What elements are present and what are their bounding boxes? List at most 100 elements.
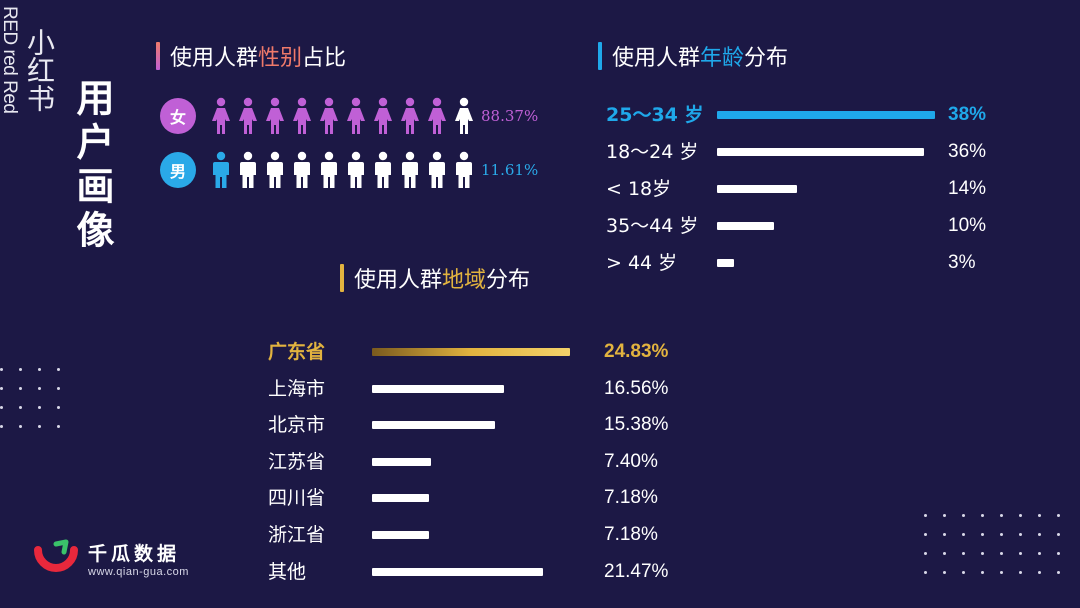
decorative-dot bbox=[19, 368, 22, 371]
bar bbox=[372, 421, 495, 430]
gender-row-female: 女 88.37% bbox=[160, 95, 538, 137]
decorative-dot bbox=[1038, 514, 1041, 517]
bar-category-label: 18～24 岁 bbox=[606, 141, 699, 163]
decorative-dot bbox=[19, 387, 22, 390]
page-title: 用户画像 bbox=[70, 78, 114, 254]
bar-category-label: 广东省 bbox=[268, 341, 326, 363]
bar-value-label: 3% bbox=[948, 252, 976, 273]
region-section-title: 使用人群地域分布 bbox=[340, 262, 530, 294]
bar-value-label: 16.56% bbox=[604, 377, 669, 399]
decorative-dot bbox=[943, 533, 946, 536]
decorative-dot bbox=[1000, 533, 1003, 536]
decorative-dot bbox=[57, 425, 60, 428]
male-badge: 男 bbox=[160, 152, 196, 188]
female-badge: 女 bbox=[160, 98, 196, 134]
bar-value-label: 10% bbox=[948, 215, 987, 236]
decorative-dot bbox=[57, 368, 60, 371]
bar-row: 浙江省 7.18% bbox=[268, 517, 708, 553]
decorative-dot bbox=[0, 406, 3, 409]
female-person-icon bbox=[347, 97, 365, 134]
bar-row: < 18岁 14% bbox=[600, 171, 1020, 207]
bar-row: > 44 岁 3% bbox=[600, 245, 1020, 281]
decorative-dot bbox=[924, 552, 927, 555]
logo-name: 千瓜数据 bbox=[88, 542, 181, 565]
bar bbox=[717, 111, 935, 119]
age-title-suffix: 分布 bbox=[744, 46, 789, 71]
decorative-dot bbox=[19, 425, 22, 428]
brand-red-vertical: RED red Red bbox=[0, 6, 20, 114]
bar bbox=[372, 494, 430, 503]
female-person-icon bbox=[455, 97, 473, 134]
bar-value-label: 38% bbox=[948, 104, 987, 125]
male-person-icon bbox=[294, 151, 310, 188]
female-person-icon bbox=[374, 97, 392, 134]
decorative-dot bbox=[1057, 514, 1060, 517]
bar-row: 18～24 岁 36% bbox=[600, 134, 1020, 170]
male-person-icon bbox=[213, 151, 229, 188]
bar-category-label: 25～34 岁 bbox=[606, 104, 704, 126]
gender-row-male: 男 11.61% bbox=[160, 149, 538, 191]
bar-row: 江苏省 7.40% bbox=[268, 444, 708, 480]
bar-value-label: 7.18% bbox=[604, 524, 658, 545]
gender-section-title: 使用人群性别占比 bbox=[156, 40, 346, 72]
bar-category-label: 其他 bbox=[268, 560, 307, 583]
logo-url: www.qian-gua.com bbox=[88, 565, 189, 578]
decorative-dot bbox=[1019, 552, 1022, 555]
male-person-icon bbox=[429, 151, 445, 188]
bar-row: 北京市 15.38% bbox=[268, 407, 708, 443]
decorative-dot bbox=[1019, 533, 1022, 536]
decorative-dot bbox=[943, 552, 946, 555]
decorative-dot bbox=[0, 387, 3, 390]
bar-value-label: 24.83% bbox=[604, 341, 669, 362]
bar bbox=[372, 457, 431, 466]
decorative-dot bbox=[38, 387, 41, 390]
bar-row: 其他 21.47% bbox=[268, 554, 708, 590]
decorative-dot bbox=[943, 514, 946, 517]
bar-value-label: 14% bbox=[948, 178, 987, 199]
bar-category-label: 35～44 岁 bbox=[606, 215, 699, 237]
bar bbox=[717, 222, 775, 230]
qiangua-logo: 千瓜数据 www.qian-gua.com bbox=[34, 538, 189, 578]
decorative-dot bbox=[1038, 533, 1041, 536]
bar bbox=[372, 531, 430, 539]
decorative-dot bbox=[1038, 571, 1041, 574]
decorative-dot bbox=[981, 571, 984, 574]
decorative-dot bbox=[1057, 571, 1060, 574]
bar bbox=[717, 148, 924, 156]
decorative-dot bbox=[981, 514, 984, 517]
decorative-dot bbox=[962, 552, 965, 555]
bar bbox=[372, 348, 570, 356]
female-percentage: 88.37% bbox=[481, 107, 539, 125]
decorative-dot bbox=[943, 571, 946, 574]
female-person-icon bbox=[428, 97, 446, 134]
bar-category-label: 江苏省 bbox=[268, 450, 326, 473]
decorative-dot bbox=[1057, 552, 1060, 555]
gender-title-prefix: 使用人群 bbox=[170, 46, 259, 71]
brand-xiaohongshu-vertical: 小红书 bbox=[23, 28, 56, 112]
decorative-dot bbox=[0, 368, 3, 371]
gender-title-highlight: 性别 bbox=[258, 46, 303, 71]
decorative-dot bbox=[924, 514, 927, 517]
male-person-icon bbox=[267, 151, 283, 188]
decorative-dot bbox=[924, 533, 927, 536]
age-bar-chart: 25～34 岁 38% 18～24 岁 36% < 18岁 14% 35～44 岁 10% > … bbox=[600, 97, 1020, 282]
male-percentage: 11.61% bbox=[481, 161, 539, 179]
decorative-dot bbox=[1000, 514, 1003, 517]
bar-category-label: 上海市 bbox=[268, 377, 326, 400]
decorative-dot bbox=[1057, 533, 1060, 536]
age-section-title: 使用人群年龄分布 bbox=[598, 40, 788, 72]
decorative-dot-grid-left bbox=[0, 368, 76, 444]
region-bar-chart: 广东省 24.83% 上海市 16.56% 北京市 15.38% 江苏省 7.40% 四川省 7.… bbox=[268, 334, 708, 594]
male-people-icons bbox=[210, 151, 475, 189]
decorative-dot bbox=[38, 425, 41, 428]
bar-category-label: < 18岁 bbox=[606, 178, 672, 200]
decorative-dot bbox=[1000, 552, 1003, 555]
age-title-prefix: 使用人群 bbox=[612, 46, 701, 71]
gender-title-accent-bar bbox=[156, 42, 160, 70]
decorative-dot bbox=[57, 406, 60, 409]
decorative-dot bbox=[1019, 514, 1022, 517]
bar-row: 广东省 24.83% bbox=[268, 334, 708, 370]
decorative-dot bbox=[1038, 552, 1041, 555]
decorative-dot bbox=[57, 387, 60, 390]
female-person-icon bbox=[266, 97, 284, 134]
